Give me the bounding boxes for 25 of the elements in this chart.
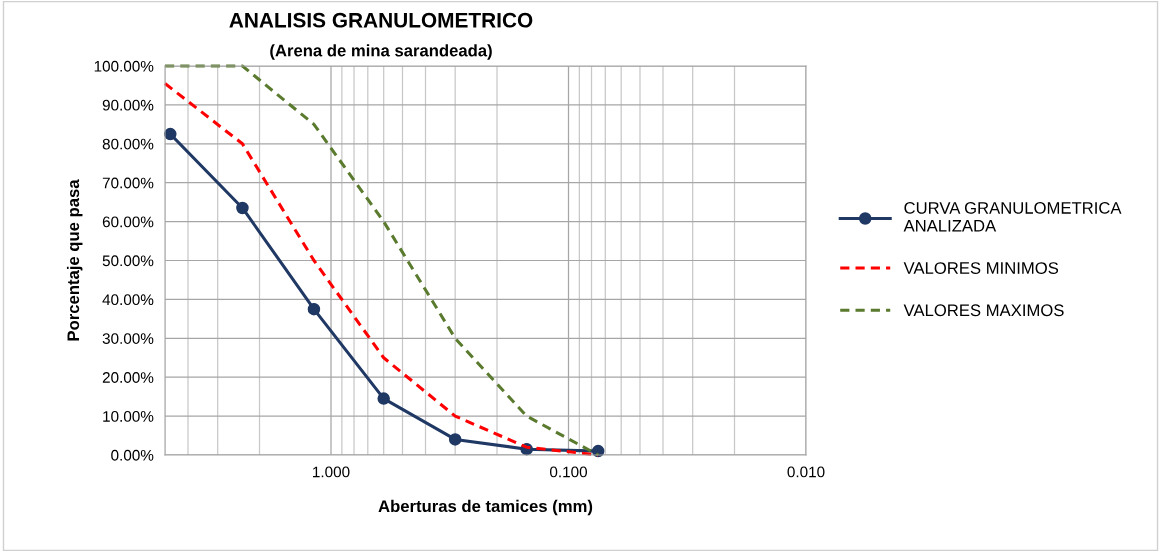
point [448,433,462,446]
y-tick-label: 30.00% [102,333,154,344]
y-tick-label: 0.00% [111,449,154,461]
y-tick-label: 70.00% [102,177,154,189]
legend-label: VALORES MAXIMOS [903,304,1064,317]
chart-title: ANALISIS GRANULOMETRICO [229,12,533,28]
legend-label: VALORES MINIMOS [903,262,1059,274]
y-tick-label: 40.00% [102,294,154,306]
chart-subtitle: (Arena de mina sarandeada) [270,44,492,60]
y-tick-label: 50.00% [102,255,154,267]
y-tick-label: 80.00% [102,138,154,150]
x-tick-label: 1.000 [313,466,350,478]
y-tick-label: 10.00% [103,410,154,422]
y-tick-label: 20.00% [102,372,154,383]
point [307,302,321,316]
y-tick-label: 100.00% [94,60,154,72]
x-axis-title: Aberturas de tamices (mm) [378,499,593,516]
legend-label: CURVA GRANULOMETRICA ANALIZADA [903,201,1122,232]
y-axis-title: Porcentaje que pasa [66,179,83,341]
x-tick-label: 0.010 [787,466,825,478]
y-tick-label: 60.00% [102,216,154,228]
point [236,201,249,215]
point [377,392,390,405]
x-tick-label: 0.100 [549,466,588,478]
y-tick-label: 90.00% [102,99,154,111]
